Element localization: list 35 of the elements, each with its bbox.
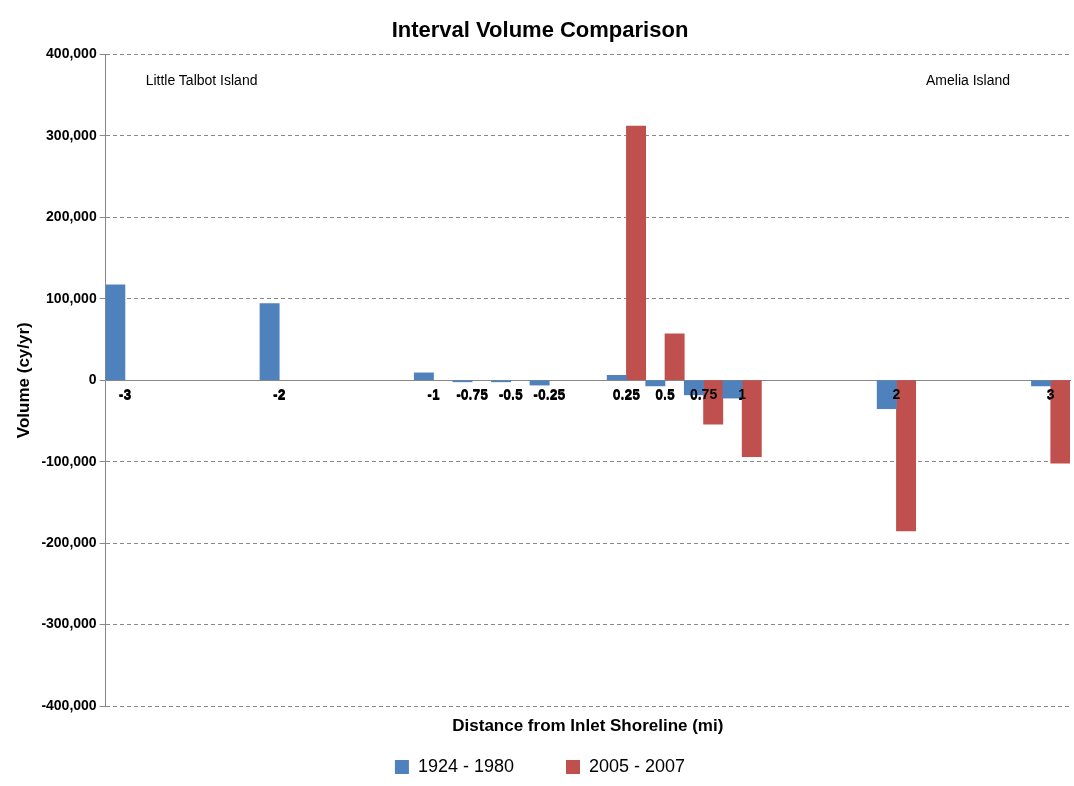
y-tick-label: -400,000 — [41, 696, 97, 713]
x-tick-label: -0.5 — [498, 386, 523, 403]
y-tick-label: 0 — [88, 371, 97, 388]
y-tick-label: -300,000 — [41, 615, 97, 632]
annotation: Little Talbot Island — [145, 72, 258, 89]
x-tick-label: 3 — [1046, 386, 1055, 403]
x-tick-label: 0.5 — [655, 386, 675, 403]
y-tick-label: 200,000 — [46, 208, 97, 225]
x-tick-label: -0.75 — [456, 386, 489, 403]
y-tick-label: 100,000 — [46, 289, 97, 306]
y-tick-label: 300,000 — [46, 126, 97, 143]
bar — [413, 372, 434, 381]
x-tick-label: -1 — [427, 386, 440, 403]
chart-title: Interval Volume Comparison — [391, 17, 689, 43]
x-tick-label: -0.25 — [533, 386, 566, 403]
y-tick-label: -100,000 — [41, 452, 97, 469]
bar — [626, 125, 647, 381]
legend-label: 2005 - 2007 — [589, 755, 686, 776]
x-axis-title: Distance from Inlet Shoreline (mi) — [451, 716, 725, 736]
bar — [606, 374, 627, 381]
x-tick-label: -3 — [118, 386, 132, 403]
bar — [529, 380, 550, 386]
y-axis-title: Volume (cy/yr) — [13, 322, 33, 439]
y-tick-label: 400,000 — [46, 45, 97, 62]
bar — [259, 303, 280, 381]
x-tick-label: 0.25 — [612, 386, 641, 403]
bar — [1031, 380, 1052, 387]
y-tick-label: -200,000 — [41, 533, 97, 550]
bar — [664, 333, 685, 381]
annotation: Amelia Island — [926, 72, 1011, 89]
bar — [105, 284, 126, 381]
x-tick-label: -2 — [273, 386, 286, 403]
bar — [645, 380, 666, 387]
bar — [741, 380, 762, 458]
legend-label: 1924 - 1980 — [417, 755, 515, 776]
